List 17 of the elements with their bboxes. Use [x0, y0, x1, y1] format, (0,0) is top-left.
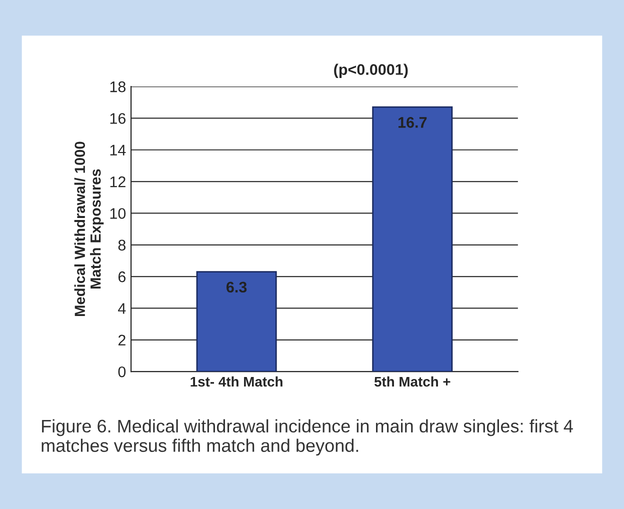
y-tick-label: 12	[110, 176, 126, 188]
data-label: 16.7	[398, 117, 427, 128]
y-tick-label: 8	[118, 240, 126, 251]
x-tick-label: 1st- 4th Match	[190, 376, 282, 387]
y-axis-title: Medical Withdrawal/ 1000 Match Exposures	[74, 142, 104, 316]
caption: Figure 6. Medical withdrawal incidence in main draw singles: first 4 matches versus fifth match and beyond.	[42, 419, 573, 456]
x-tick-label: 5th Match +	[374, 376, 450, 387]
y-tick-label: 2	[118, 334, 126, 346]
y-tick-label: 4	[118, 303, 126, 314]
y-tick-label: 6	[118, 271, 126, 282]
y-tick-label: 0	[118, 366, 126, 378]
text: (p<0.0001)	[334, 64, 408, 78]
y-tick-label: 10	[110, 208, 126, 219]
data-label: 6.3	[226, 282, 247, 293]
y-tick-label: 18	[110, 81, 126, 92]
y-tick-label: 16	[110, 113, 126, 124]
y-tick-label: 14	[110, 144, 126, 156]
